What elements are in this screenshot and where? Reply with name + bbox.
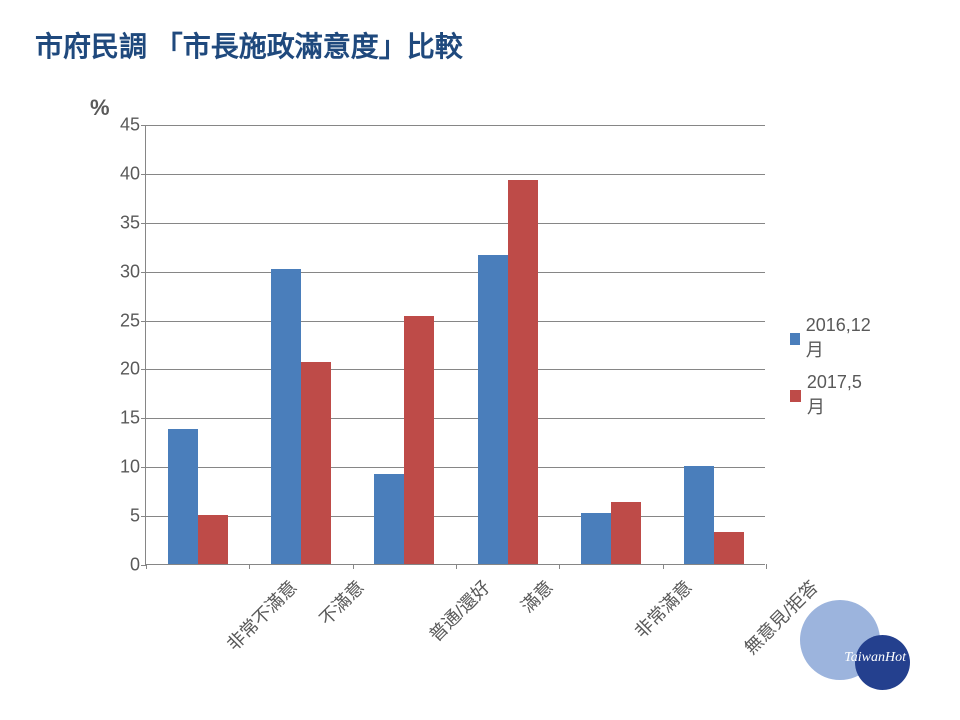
x-tick-mark bbox=[559, 564, 560, 569]
chart-container: % 051015202530354045非常不滿意不滿意普通/還好滿意非常滿意無… bbox=[90, 95, 870, 655]
bar bbox=[508, 180, 538, 564]
bar bbox=[301, 362, 331, 564]
y-tick-label: 45 bbox=[120, 115, 140, 136]
y-tick-mark bbox=[141, 272, 146, 273]
plot-area: 051015202530354045非常不滿意不滿意普通/還好滿意非常滿意無意見… bbox=[145, 125, 765, 565]
bar bbox=[611, 502, 641, 564]
grid-line bbox=[146, 125, 765, 126]
bar bbox=[714, 532, 744, 564]
x-tick-mark bbox=[663, 564, 664, 569]
y-tick-label: 10 bbox=[120, 457, 140, 478]
legend-swatch-icon bbox=[790, 333, 800, 345]
y-tick-mark bbox=[141, 223, 146, 224]
x-axis-label: 不滿意 bbox=[313, 574, 370, 631]
y-tick-mark bbox=[141, 321, 146, 322]
x-tick-mark bbox=[353, 564, 354, 569]
x-tick-mark bbox=[766, 564, 767, 569]
legend-label: 2017,5月 bbox=[807, 372, 873, 419]
y-tick-label: 20 bbox=[120, 359, 140, 380]
y-tick-label: 40 bbox=[120, 163, 140, 184]
y-tick-mark bbox=[141, 467, 146, 468]
x-tick-mark bbox=[249, 564, 250, 569]
grid-line bbox=[146, 467, 765, 468]
bar bbox=[271, 269, 301, 564]
bar bbox=[198, 515, 228, 564]
y-tick-label: 25 bbox=[120, 310, 140, 331]
grid-line bbox=[146, 223, 765, 224]
legend-item: 2017,5月 bbox=[790, 372, 873, 419]
legend-label: 2016,12月 bbox=[806, 315, 873, 362]
x-axis-label: 無意見/拒答 bbox=[738, 574, 824, 660]
bar bbox=[404, 316, 434, 564]
y-tick-label: 35 bbox=[120, 212, 140, 233]
y-tick-mark bbox=[141, 516, 146, 517]
grid-line bbox=[146, 321, 765, 322]
y-tick-mark bbox=[141, 418, 146, 419]
grid-line bbox=[146, 272, 765, 273]
grid-line bbox=[146, 369, 765, 370]
y-tick-mark bbox=[141, 369, 146, 370]
legend-swatch-icon bbox=[790, 390, 801, 402]
bar bbox=[374, 474, 404, 564]
x-tick-mark bbox=[456, 564, 457, 569]
y-tick-label: 30 bbox=[120, 261, 140, 282]
y-tick-mark bbox=[141, 125, 146, 126]
x-axis-label: 非常不滿意 bbox=[220, 574, 302, 656]
grid-line bbox=[146, 418, 765, 419]
bar bbox=[478, 255, 508, 564]
x-axis-label: 滿意 bbox=[514, 574, 558, 618]
grid-line bbox=[146, 174, 765, 175]
y-tick-label: 15 bbox=[120, 408, 140, 429]
bar bbox=[684, 466, 714, 564]
x-axis-label: 普通/還好 bbox=[423, 574, 496, 647]
x-tick-mark bbox=[146, 564, 147, 569]
bar bbox=[168, 429, 198, 564]
y-axis-unit: % bbox=[90, 95, 110, 121]
bar bbox=[581, 513, 611, 564]
legend: 2016,12月 2017,5月 bbox=[790, 315, 873, 429]
grid-line bbox=[146, 516, 765, 517]
y-tick-label: 0 bbox=[130, 555, 140, 576]
y-tick-label: 5 bbox=[130, 506, 140, 527]
x-axis-label: 非常滿意 bbox=[628, 574, 697, 643]
y-tick-mark bbox=[141, 174, 146, 175]
legend-item: 2016,12月 bbox=[790, 315, 873, 362]
chart-title: 市府民調 「市長施政滿意度」比較 bbox=[35, 25, 463, 65]
